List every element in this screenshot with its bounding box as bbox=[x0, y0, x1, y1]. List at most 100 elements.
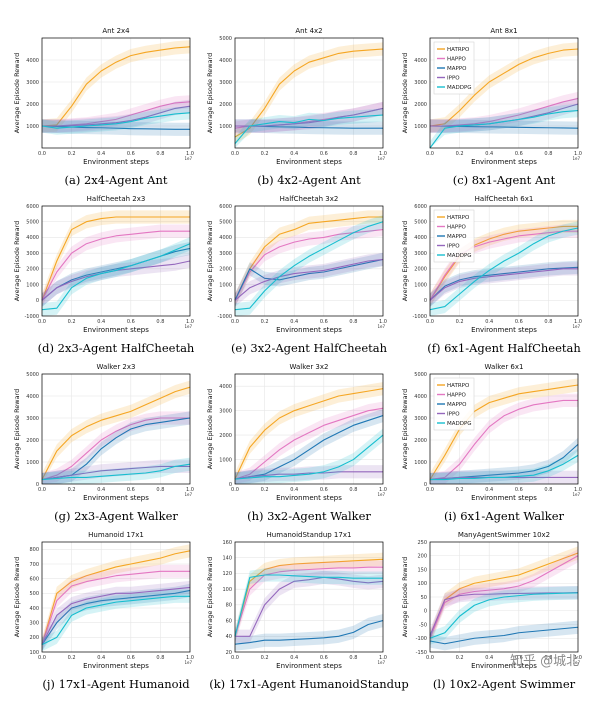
x-tick-label: 0.0 bbox=[38, 319, 46, 325]
x-tick-label: 1.0 bbox=[574, 319, 582, 325]
x-tick-label: 0.2 bbox=[68, 151, 76, 157]
subplot-6: -1000 0 1000 2000 3000 4000 5000 6000 0.0 0.2 0.4 0… bbox=[401, 195, 582, 355]
y-tick-label: 0 bbox=[229, 298, 232, 304]
x-tick-label: 0.2 bbox=[261, 319, 269, 325]
subplot-9: 0 1000 2000 3000 4000 5000 0.0 0.2 0.4 0.6 0.8 1.01… bbox=[401, 363, 582, 523]
series-line-maddpg bbox=[234, 114, 384, 144]
y-tick-label: 2000 bbox=[26, 267, 39, 273]
subplot-caption: (e) 3x2-Agent HalfCheetah bbox=[231, 341, 388, 355]
y-tick-label: 2000 bbox=[414, 267, 427, 273]
x-tick-label: 0.4 bbox=[485, 319, 493, 325]
y-tick-label: 2000 bbox=[219, 433, 232, 439]
y-tick-label: -50 bbox=[419, 622, 427, 628]
x-tick-label: 0.0 bbox=[38, 655, 46, 661]
series-line-happo bbox=[429, 399, 578, 481]
series-band-hatrpo bbox=[430, 219, 578, 307]
x-tick-label: 0.8 bbox=[544, 655, 552, 661]
series-line-hatrpo bbox=[234, 558, 384, 637]
series-band-hatrpo bbox=[235, 210, 383, 307]
subplot-title: Ant 4x2 bbox=[295, 27, 322, 35]
y-tick-label: 120 bbox=[222, 571, 232, 577]
y-axis-label: Average Episode Reward bbox=[401, 389, 409, 470]
subplot-title: HalfCheetah 6x1 bbox=[475, 195, 534, 203]
series-line-hatrpo bbox=[429, 225, 578, 301]
subplot-caption: (b) 4x2-Agent Ant bbox=[257, 173, 361, 187]
x-tick-label: 0.0 bbox=[426, 655, 434, 661]
x-tick-label: 0.4 bbox=[290, 151, 298, 157]
y-tick-label: 1000 bbox=[219, 124, 232, 130]
series-band-happo bbox=[430, 549, 578, 645]
x-axis-label: Environment steps bbox=[276, 662, 342, 670]
subplot-caption: (f) 6x1-Agent HalfCheetah bbox=[427, 341, 581, 355]
x-tick-label: 0.8 bbox=[544, 319, 552, 325]
subplot-caption: (a) 2x4-Agent Ant bbox=[65, 173, 168, 187]
subplot-caption: (l) 10x2-Agent Swimmer bbox=[433, 677, 576, 691]
x-tick-label: 0.6 bbox=[127, 487, 135, 493]
series-band-ippo bbox=[42, 254, 190, 307]
watermark: 知乎 @城北 bbox=[510, 654, 580, 669]
y-tick-label: 200 bbox=[29, 635, 39, 641]
subplot-5: -1000 0 1000 2000 3000 4000 5000 6000 0.0 0.2 0.4 0… bbox=[206, 195, 388, 355]
x-tick-label: 0.2 bbox=[261, 655, 269, 661]
series-band-happo bbox=[42, 411, 190, 484]
series-line-mappo bbox=[234, 258, 384, 301]
series-line-happo bbox=[41, 417, 190, 481]
series-band-happo bbox=[430, 91, 578, 133]
subplot-title: HumanoidStandup 17x1 bbox=[267, 531, 352, 539]
x-multiplier: 1e7 bbox=[572, 492, 580, 497]
x-tick-label: 0.2 bbox=[68, 487, 76, 493]
legend-label: IPPO bbox=[447, 412, 460, 418]
y-tick-label: 3000 bbox=[219, 251, 232, 257]
y-tick-label: 3000 bbox=[219, 408, 232, 414]
series-band-hatrpo bbox=[235, 552, 383, 643]
series-band-happo bbox=[235, 401, 383, 484]
x-tick-label: 0.2 bbox=[68, 655, 76, 661]
y-tick-label: 4000 bbox=[414, 394, 427, 400]
subplot-2: 1000 2000 3000 4000 5000 0.0 0.2 0.4 0.6 0.8 1.01e… bbox=[206, 27, 387, 187]
subplot-caption: (i) 6x1-Agent Walker bbox=[444, 509, 565, 523]
series-band-maddpg bbox=[42, 589, 190, 652]
y-tick-label: 600 bbox=[29, 576, 39, 582]
series-line-mappo bbox=[41, 125, 190, 130]
y-tick-label: 5000 bbox=[219, 220, 232, 226]
y-tick-label: 3000 bbox=[414, 251, 427, 257]
y-tick-label: 4000 bbox=[26, 58, 39, 64]
x-multiplier: 1e7 bbox=[377, 492, 385, 497]
x-tick-label: 0.8 bbox=[349, 655, 357, 661]
series-line-ippo bbox=[235, 107, 384, 127]
x-tick-label: 0.4 bbox=[290, 487, 298, 493]
subplot-caption: (k) 17x1-Agent HumanoidStandup bbox=[209, 677, 409, 691]
x-tick-label: 0.2 bbox=[456, 319, 464, 325]
series-band-mappo bbox=[42, 583, 190, 652]
x-tick-label: 0.8 bbox=[544, 487, 552, 493]
y-tick-label: 100 bbox=[417, 581, 427, 587]
legend-label: HAPPO bbox=[447, 225, 467, 231]
x-tick-label: 1.0 bbox=[379, 319, 387, 325]
y-tick-label: 500 bbox=[29, 591, 39, 597]
plot-area bbox=[42, 374, 190, 484]
plot-frame bbox=[234, 541, 384, 653]
series-line-hatrpo bbox=[234, 216, 383, 301]
series-line-ippo bbox=[429, 592, 579, 636]
y-tick-label: 400 bbox=[29, 606, 39, 612]
plot-area bbox=[42, 206, 190, 316]
series-band-ippo bbox=[430, 97, 578, 133]
x-tick-label: 0.4 bbox=[97, 319, 105, 325]
series-band-hatrpo bbox=[42, 544, 190, 652]
x-axis-label: Environment steps bbox=[276, 494, 342, 502]
series-line-hatrpo bbox=[234, 388, 384, 480]
legend-label: MAPPO bbox=[447, 234, 467, 240]
legend-label: MADDPG bbox=[447, 85, 472, 91]
plot-frame bbox=[429, 541, 579, 653]
legend-label: IPPO bbox=[447, 244, 460, 250]
series-line-happo bbox=[234, 229, 384, 301]
y-tick-label: -1000 bbox=[24, 314, 39, 320]
x-axis-label: Environment steps bbox=[83, 158, 149, 166]
x-axis-label: Environment steps bbox=[471, 326, 537, 334]
y-tick-label: 150 bbox=[417, 567, 427, 573]
series-band-maddpg bbox=[42, 106, 190, 135]
series-line-ippo bbox=[234, 471, 383, 480]
x-multiplier: 1e7 bbox=[377, 324, 385, 329]
